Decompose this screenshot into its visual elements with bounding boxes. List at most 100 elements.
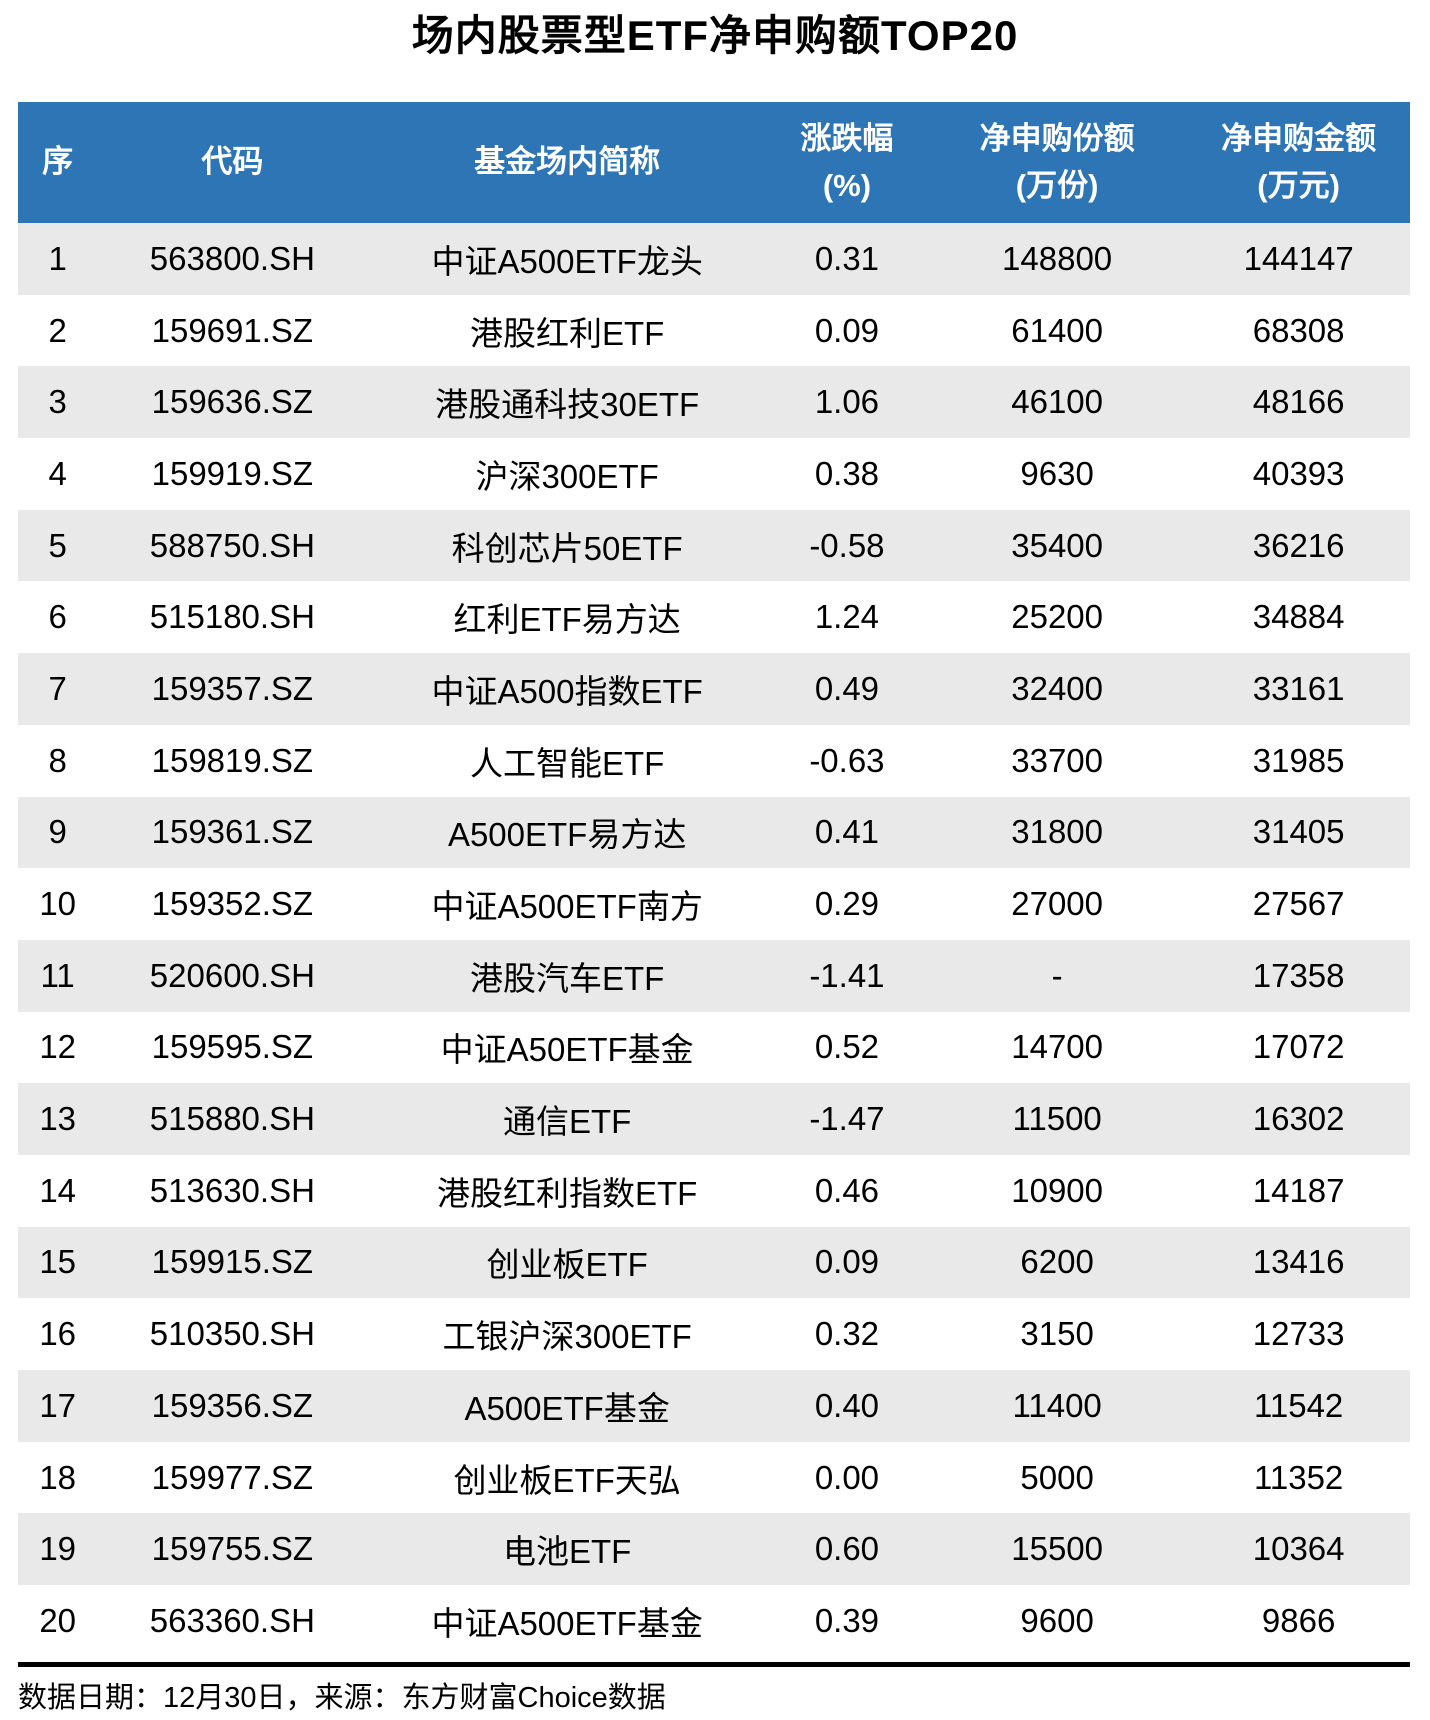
cell-change-pct: 0.40 (814, 1386, 880, 1424)
cell-change-pct: 0.09 (814, 311, 880, 349)
cell-code: 159819.SZ (151, 741, 314, 779)
cell-seq: 11 (40, 956, 75, 994)
cell-fund-name: A500ETF易方达 (447, 816, 687, 854)
header-label-amount-line2: (万元) (1257, 167, 1340, 203)
cell-fund-name: 港股汽车ETF (469, 959, 665, 997)
cell-net-amount: 40393 (1252, 454, 1345, 492)
cell-fund-name: 中证A50ETF基金 (440, 1031, 694, 1069)
cell-change-pct: 0.09 (814, 1243, 880, 1281)
header-label-change-line1: 涨跌幅 (800, 121, 894, 156)
header-cell-shares: 净申购份额 (万份) (927, 102, 1187, 223)
cell-fund-name: 创业板ETF (486, 1246, 648, 1284)
etf-net-subscription-table: 序 代码 基金场内简称 涨跌幅 (%) 净申购份额 (万份) 净申购金额 (18, 102, 1410, 1657)
cell-change-pct: 1.24 (814, 598, 880, 636)
cell-net-amount: 11542 (1253, 1386, 1344, 1424)
cell-fund-name: 中证A500ETF南方 (431, 888, 703, 926)
cell-change-pct: 0.00 (814, 1458, 880, 1496)
cell-net-amount: 12733 (1252, 1315, 1345, 1353)
table-row: 17 159356.SZ A500ETF基金 0.40 11400 11542 (18, 1370, 1410, 1442)
cell-net-amount: 68308 (1252, 311, 1345, 349)
cell-net-shares: - (1051, 956, 1063, 994)
table-row: 11 520600.SH 港股汽车ETF -1.41 - 17358 (18, 939, 1410, 1012)
cell-fund-name: A500ETF基金 (464, 1389, 670, 1427)
cell-seq: 12 (39, 1028, 77, 1066)
cell-change-pct: 0.49 (814, 669, 880, 707)
cell-net-shares: 33700 (1011, 741, 1103, 779)
cell-net-shares: 15500 (1011, 1530, 1103, 1568)
cell-change-pct: 0.39 (814, 1601, 880, 1639)
cell-seq: 9 (48, 813, 67, 851)
header-cell-seq: 序 (18, 102, 97, 223)
header-cell-change: 涨跌幅 (%) (767, 102, 927, 223)
cell-net-shares: 148800 (1002, 239, 1113, 277)
cell-net-amount: 9866 (1261, 1601, 1336, 1639)
table-row: 10 159352.SZ 中证A500ETF南方 0.29 27000 2756… (18, 868, 1410, 940)
cell-fund-name: 工银沪深300ETF (442, 1318, 692, 1356)
cell-seq: 19 (39, 1530, 77, 1568)
cell-code: 563800.SH (149, 239, 315, 277)
table-row: 19 159755.SZ 电池ETF 0.60 15500 10364 (18, 1513, 1410, 1586)
cell-fund-name: 创业板ETF天弘 (453, 1461, 681, 1499)
cell-seq: 17 (39, 1386, 77, 1424)
cell-seq: 18 (39, 1458, 77, 1496)
cell-change-pct: 0.60 (814, 1530, 880, 1568)
cell-net-shares: 25200 (1011, 598, 1103, 636)
cell-code: 563360.SH (149, 1601, 315, 1639)
cell-net-shares: 9630 (1020, 454, 1094, 492)
cell-net-amount: 36216 (1252, 526, 1345, 564)
cell-change-pct: 0.46 (814, 1171, 880, 1209)
cell-fund-name: 港股红利ETF (469, 314, 665, 352)
header-label-code: 代码 (201, 144, 264, 180)
cell-net-amount: 13416 (1252, 1243, 1345, 1281)
page-title: 场内股票型ETF净申购额TOP20 (411, 12, 1019, 59)
cell-code: 515180.SH (149, 598, 315, 636)
cell-net-amount: 10364 (1252, 1530, 1345, 1568)
cell-seq: 6 (48, 598, 67, 636)
cell-fund-name: 中证A500ETF龙头 (431, 242, 703, 280)
cell-fund-name: 中证A500ETF基金 (431, 1604, 703, 1642)
cell-net-amount: 31405 (1252, 813, 1345, 851)
cell-code: 159356.SZ (151, 1386, 314, 1424)
header-label-shares-line1: 净申购份额 (979, 121, 1135, 156)
cell-net-shares: 11400 (1012, 1386, 1102, 1424)
table-row: 13 515880.SH 通信ETF -1.47 11500 16302 (18, 1083, 1410, 1155)
cell-net-shares: 31800 (1011, 813, 1103, 851)
footer-note: 数据日期：12月30日，来源：东方财富Choice数据 (18, 1681, 666, 1714)
cell-seq: 16 (39, 1315, 77, 1353)
table-row: 3 159636.SZ 港股通科技30ETF 1.06 46100 48166 (18, 366, 1410, 439)
cell-net-shares: 3150 (1020, 1315, 1094, 1353)
cell-seq: 14 (39, 1171, 77, 1209)
cell-net-amount: 34884 (1252, 598, 1345, 636)
cell-fund-name: 红利ETF易方达 (453, 601, 681, 639)
header-label-shares-line2: (万份) (1015, 167, 1099, 203)
table-row: 15 159915.SZ 创业板ETF 0.09 6200 13416 (18, 1226, 1410, 1299)
cell-net-shares: 10900 (1011, 1171, 1103, 1209)
cell-code: 159691.SZ (151, 311, 314, 349)
header-label-seq: 序 (42, 144, 74, 180)
cell-net-amount: 33161 (1252, 669, 1345, 707)
cell-change-pct: 0.52 (814, 1028, 880, 1066)
cell-net-amount: 48166 (1252, 383, 1345, 421)
table-row: 14 513630.SH 港股红利指数ETF 0.46 10900 14187 (18, 1154, 1410, 1227)
cell-seq: 10 (39, 885, 77, 923)
table-body: 1 563800.SH 中证A500ETF龙头 0.31 148800 1441… (18, 223, 1410, 1657)
cell-change-pct: -1.47 (809, 1100, 885, 1138)
cell-code: 513630.SH (149, 1171, 315, 1209)
cell-code: 510350.SH (149, 1315, 315, 1353)
table-row: 4 159919.SZ 沪深300ETF 0.38 9630 40393 (18, 438, 1410, 510)
cell-seq: 2 (48, 311, 67, 349)
cell-seq: 5 (48, 526, 67, 564)
cell-net-amount: 16302 (1252, 1100, 1345, 1138)
cell-net-shares: 14700 (1011, 1028, 1103, 1066)
cell-code: 159357.SZ (151, 669, 314, 707)
cell-fund-name: 电池ETF (502, 1533, 632, 1571)
header-cell-amount: 净申购金额 (万元) (1187, 102, 1410, 223)
cell-code: 159977.SZ (151, 1458, 314, 1496)
cell-net-shares: 9600 (1020, 1601, 1094, 1639)
cell-net-amount: 31985 (1252, 741, 1345, 779)
cell-fund-name: 人工智能ETF (469, 744, 665, 782)
cell-change-pct: 0.31 (814, 239, 880, 277)
cell-seq: 20 (39, 1601, 77, 1639)
cell-code: 159919.SZ (151, 454, 314, 492)
cell-fund-name: 港股通科技30ETF (435, 386, 700, 424)
